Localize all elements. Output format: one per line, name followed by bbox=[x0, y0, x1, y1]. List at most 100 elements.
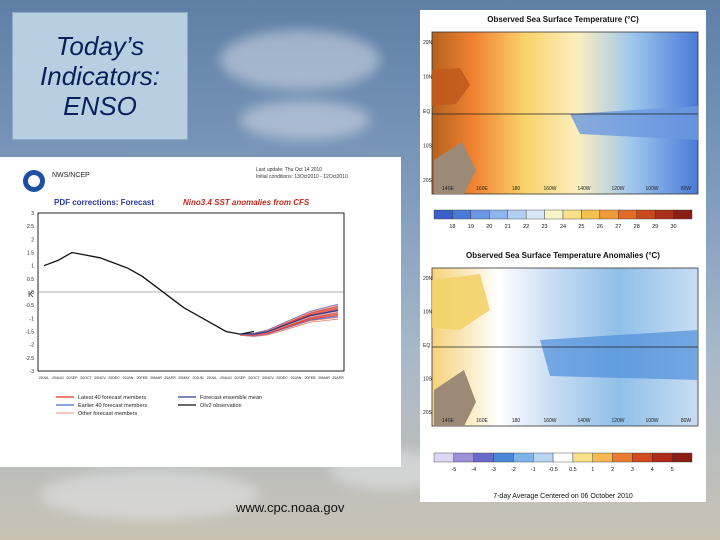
map-lon-label: 180 bbox=[512, 418, 521, 424]
map-lon-label: 100W bbox=[645, 186, 658, 192]
colorbar-cell bbox=[636, 209, 656, 220]
colorbar-tick: 1 bbox=[591, 467, 594, 473]
legend-label: Other forecast members bbox=[78, 411, 138, 417]
map-lon-label: 140W bbox=[577, 186, 590, 192]
y-tick-label: -0.5 bbox=[25, 303, 34, 309]
colorbar-tick: 30 bbox=[671, 224, 677, 230]
x-tick-label: 20MAY bbox=[178, 376, 190, 380]
colorbar-tick: 20 bbox=[486, 224, 492, 230]
slide-title-line-2: Indicators: bbox=[40, 61, 160, 91]
colorbar-cell bbox=[489, 209, 508, 220]
colorbar-cell bbox=[513, 452, 534, 463]
colorbar-cell bbox=[433, 209, 453, 220]
map-lon-label: 80W bbox=[681, 418, 692, 424]
map-lon-label: 120W bbox=[611, 186, 624, 192]
y-tick-label: 2 bbox=[31, 237, 34, 243]
forecast-chart: NWS/NCEP Last update: Thu Oct 14 2010 In… bbox=[23, 167, 348, 417]
colorbar-cell bbox=[654, 209, 674, 220]
cold-tongue-region bbox=[570, 106, 698, 140]
forecast-chart-panel: NWS/NCEP Last update: Thu Oct 14 2010 In… bbox=[0, 157, 401, 467]
map-lon-label: 140E bbox=[442, 186, 454, 192]
sst-maps: Observed Sea Surface Temperature (°C) 20… bbox=[423, 15, 699, 500]
map-lon-label: 140E bbox=[442, 418, 454, 424]
colorbar-tick: 26 bbox=[597, 224, 603, 230]
x-tick-label: 20FEB bbox=[137, 376, 149, 380]
x-tick-label: 20MAR bbox=[318, 376, 330, 380]
slide-title-line-3: ENSO bbox=[63, 91, 137, 121]
y-tick-label: 2.5 bbox=[27, 224, 34, 230]
colorbar-tick: -0.5 bbox=[548, 467, 557, 473]
colorbar-tick: 27 bbox=[615, 224, 621, 230]
colorbar-cell bbox=[507, 209, 527, 220]
colorbar-cell bbox=[618, 209, 637, 220]
colorbar-cell bbox=[544, 209, 564, 220]
x-tick-label: 20FEB bbox=[305, 376, 317, 380]
x-tick-label: 20OCT bbox=[80, 376, 92, 380]
colorbar-cell bbox=[452, 209, 472, 220]
map-lat-label: 10S bbox=[423, 377, 433, 383]
anomaly-map-footer: 7-day Average Centered on 06 October 201… bbox=[493, 493, 633, 500]
map-lon-label: 80W bbox=[681, 186, 692, 192]
map-lat-label: EQ bbox=[423, 343, 430, 349]
legend-label: Latest 40 forecast members bbox=[78, 395, 146, 401]
x-tick-label: 20JUL bbox=[39, 376, 49, 380]
colorbar-tick: 29 bbox=[652, 224, 658, 230]
colorbar-tick: 22 bbox=[523, 224, 529, 230]
source-url[interactable]: www.cpc.noaa.gov bbox=[236, 500, 345, 515]
x-tick-label: 20JUL bbox=[207, 376, 217, 380]
colorbar-cell bbox=[652, 452, 673, 463]
map-lat-label: 10N bbox=[423, 75, 433, 81]
x-tick-label: 20NOV bbox=[262, 376, 274, 380]
map-lat-label: EQ bbox=[423, 109, 430, 115]
colorbar-cell bbox=[592, 452, 613, 463]
x-tick-label: 20SEP bbox=[234, 376, 246, 380]
warm-anomaly-west bbox=[432, 274, 490, 330]
colorbar-tick: 4 bbox=[651, 467, 654, 473]
colorbar-cell bbox=[632, 452, 653, 463]
sst-maps-panel: Observed Sea Surface Temperature (°C) 20… bbox=[420, 10, 706, 502]
sst-map-title: Observed Sea Surface Temperature (°C) bbox=[487, 15, 639, 24]
colorbar-tick: -1 bbox=[531, 467, 536, 473]
agency-label: NWS/NCEP bbox=[52, 172, 90, 179]
colorbar-cell bbox=[552, 452, 574, 463]
la-nina-cold-anomaly bbox=[540, 330, 698, 380]
y-tick-label: -1.5 bbox=[25, 330, 34, 336]
x-tick-label: 20JAN bbox=[291, 376, 302, 380]
map-lon-label: 140W bbox=[577, 418, 590, 424]
colorbar-tick: 5 bbox=[671, 467, 674, 473]
colorbar-tick: 25 bbox=[578, 224, 584, 230]
x-tick-label: 20OCT bbox=[248, 376, 260, 380]
australia-land bbox=[434, 142, 476, 194]
colorbar-cell bbox=[671, 452, 693, 463]
colorbar-cell bbox=[533, 452, 554, 463]
y-axis-label: K bbox=[28, 290, 34, 299]
y-tick-label: -3 bbox=[30, 369, 35, 375]
y-tick-label: -1 bbox=[30, 316, 35, 322]
map-lat-label: 20N bbox=[423, 276, 433, 282]
x-tick-label: 20DEC bbox=[276, 376, 288, 380]
colorbar-cell bbox=[473, 452, 494, 463]
colorbar-tick: -4 bbox=[471, 467, 476, 473]
y-tick-label: 1.5 bbox=[27, 251, 34, 257]
colorbar-cell bbox=[599, 209, 619, 220]
anomaly-australia-land bbox=[434, 370, 476, 426]
map-lon-label: 120W bbox=[611, 418, 624, 424]
colorbar-cell bbox=[572, 452, 593, 463]
map-lon-label: 160E bbox=[476, 418, 488, 424]
anomaly-map-title: Observed Sea Surface Temperature Anomali… bbox=[466, 251, 660, 260]
y-tick-label: 3 bbox=[31, 211, 34, 217]
map-lon-label: 100W bbox=[645, 418, 658, 424]
colorbar-cell bbox=[612, 452, 633, 463]
colorbar-tick: -2 bbox=[511, 467, 516, 473]
y-tick-label: -2.5 bbox=[25, 356, 34, 362]
colorbar-tick: -5 bbox=[451, 467, 456, 473]
map-lat-label: 10N bbox=[423, 310, 433, 316]
y-tick-label: 1 bbox=[31, 264, 34, 270]
map-lon-label: 180 bbox=[512, 186, 521, 192]
y-tick-label: -2 bbox=[30, 343, 35, 349]
chart-title-suffix: Nino3.4 SST anomalies from CFS bbox=[183, 198, 310, 207]
x-tick-label: 20DEC bbox=[108, 376, 120, 380]
colorbar-tick: 3 bbox=[631, 467, 634, 473]
map-lon-label: 160W bbox=[543, 186, 556, 192]
map-lon-label: 160W bbox=[543, 418, 556, 424]
